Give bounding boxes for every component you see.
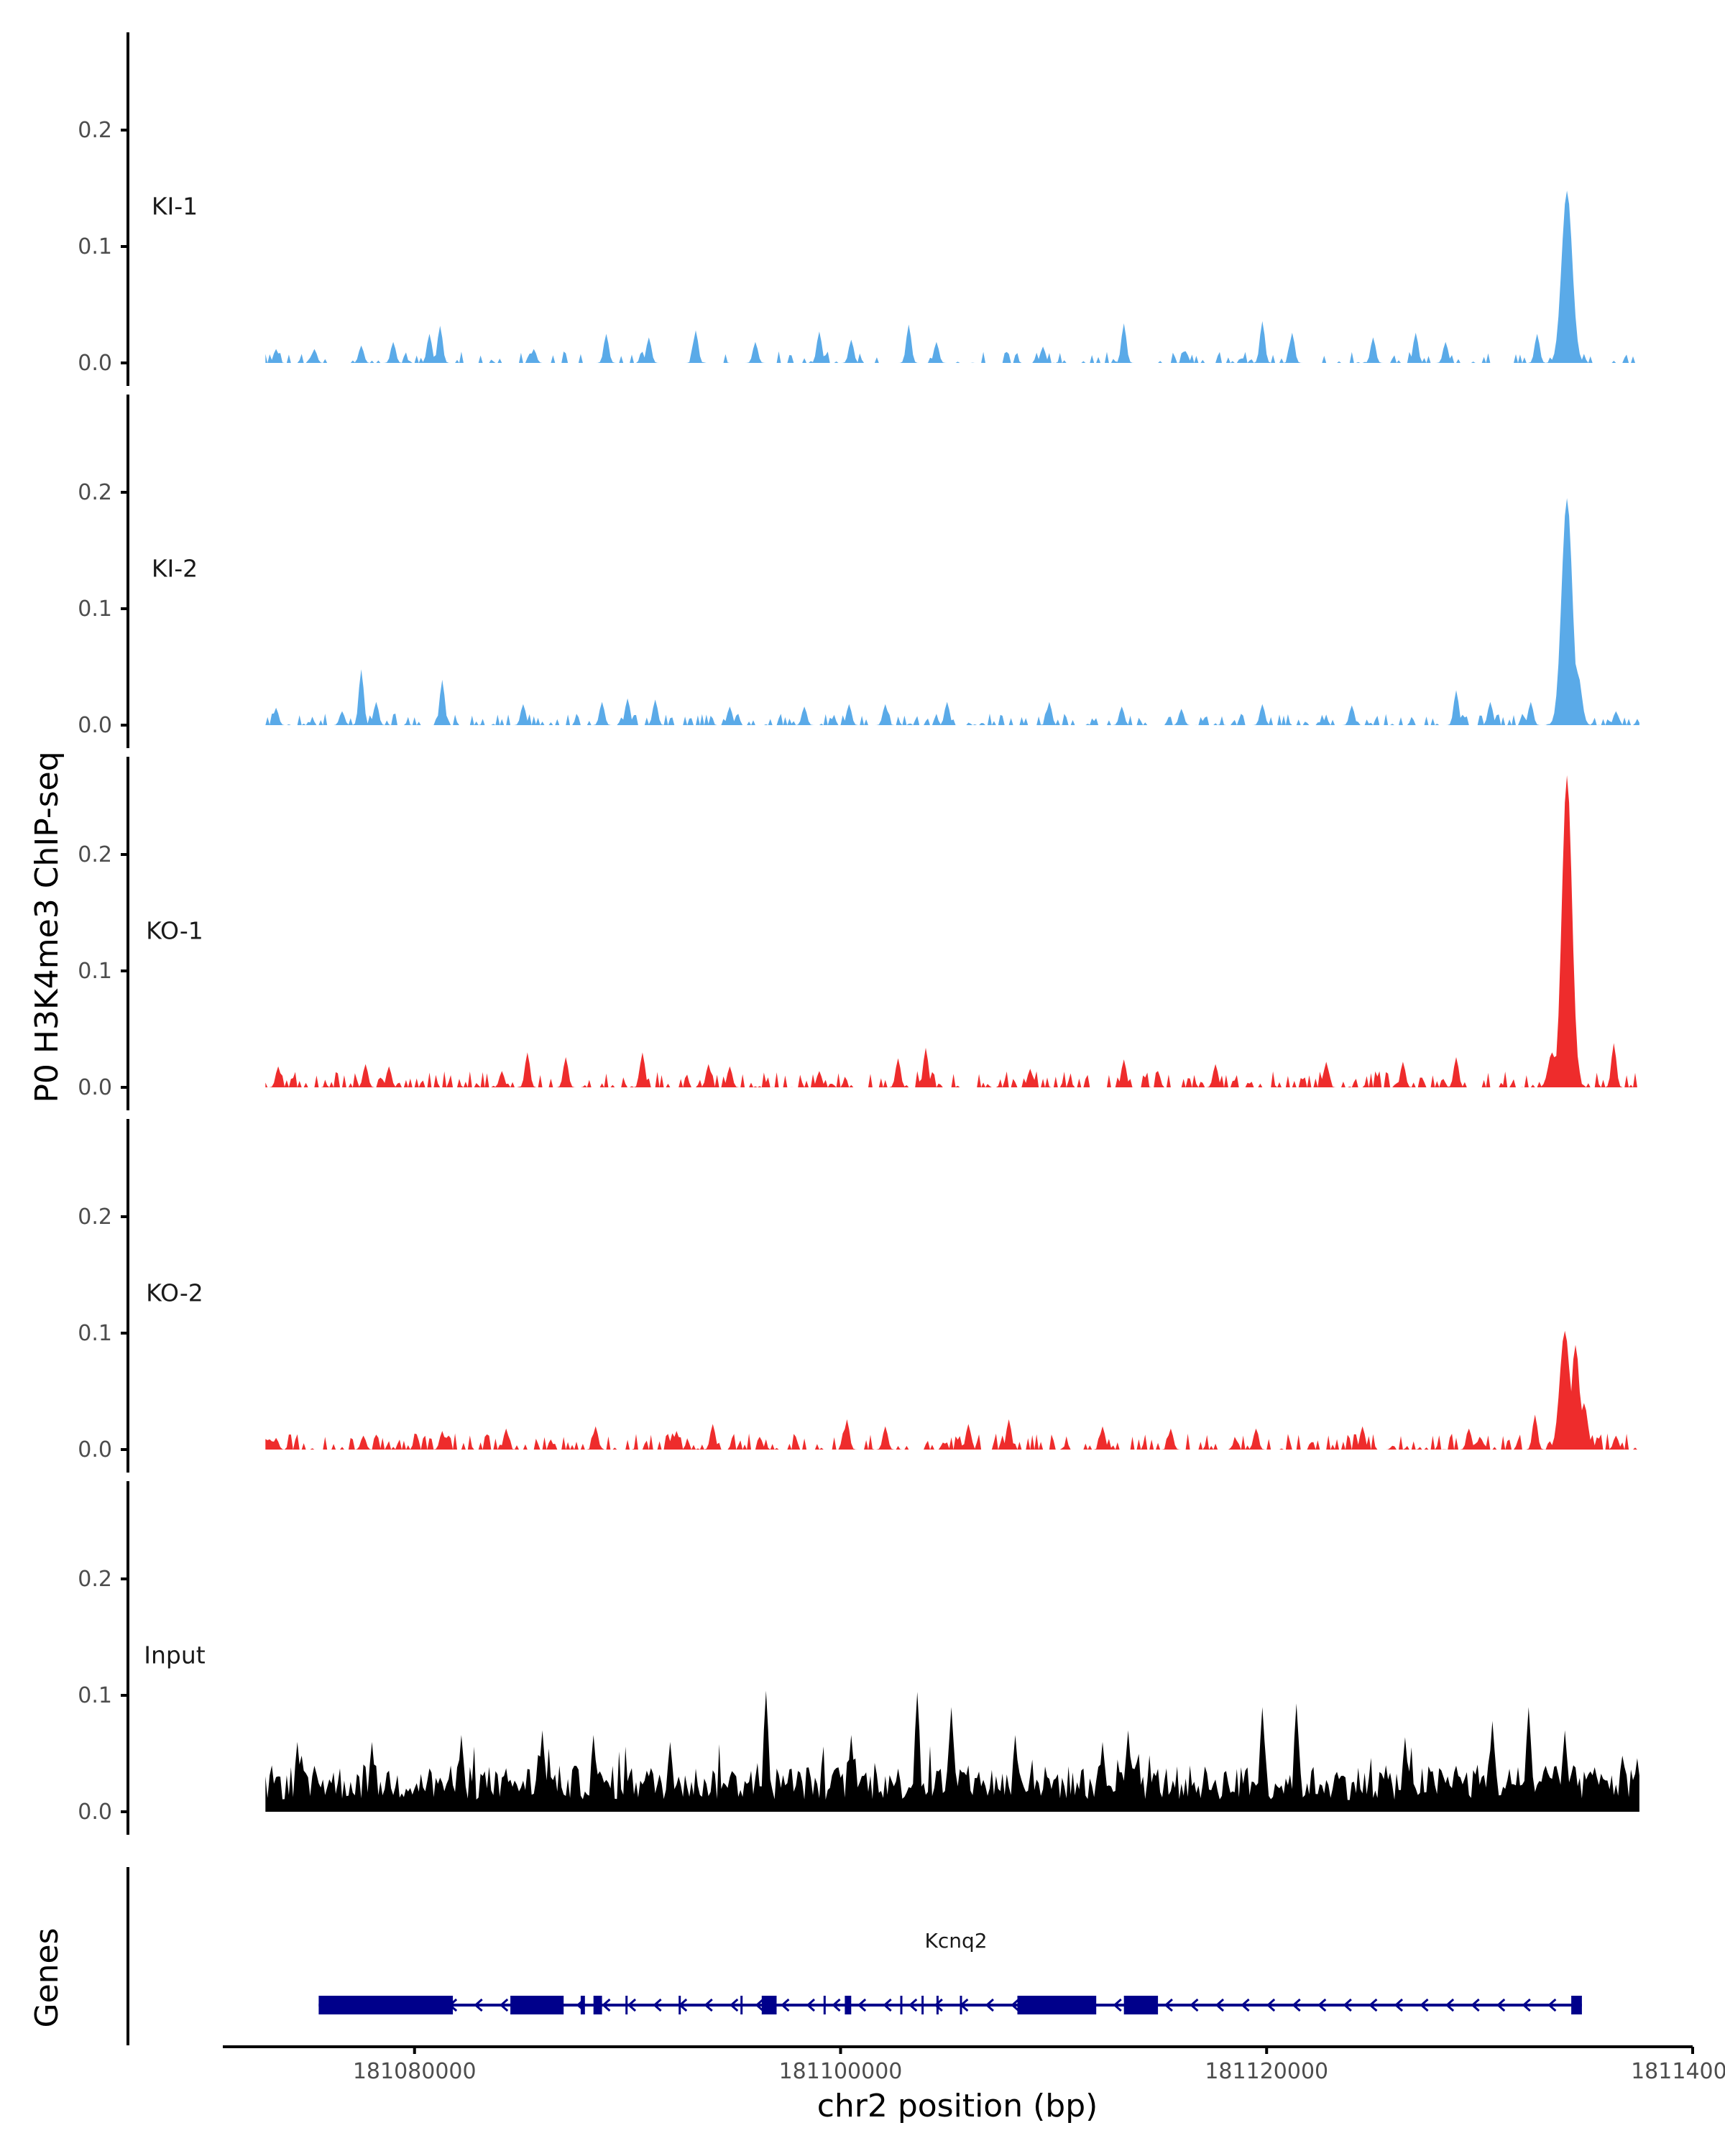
gene-strand-chevron (653, 1998, 662, 2012)
gene-strand-chevron (1368, 1998, 1378, 2012)
gene-exon (936, 1996, 939, 2014)
gene-strand-chevron (627, 1998, 637, 2012)
track-label: KO-2 (146, 1279, 203, 1307)
gene-strand-chevron (1190, 1998, 1199, 2012)
gene-exon (318, 1996, 454, 2014)
y-tick-label: 0.2 (78, 1567, 112, 1592)
gene-strand-chevron (806, 1998, 815, 2012)
gene-strand-chevron (985, 1998, 994, 2012)
gene-strand-chevron (1471, 1998, 1480, 2012)
signal-area-ki-2 (265, 498, 1639, 725)
gene-exon (845, 1996, 852, 2014)
gene-exon (761, 1996, 777, 2014)
gene-track: Genes Kcnq2 (29, 1867, 1582, 2045)
signal-area-ko-2 (265, 1330, 1639, 1450)
gene-exon (1571, 1996, 1582, 2014)
y-tick-label: 0.0 (78, 351, 112, 376)
y-axis-title: P0 H3K4me3 ChIP-seq (29, 751, 65, 1102)
gene-exon (580, 1996, 585, 2014)
track-label: KI-2 (152, 554, 198, 582)
signal-tracks: 0.00.10.2KI-10.00.10.2KI-20.00.10.2KO-10… (78, 32, 1639, 1835)
gene-exon (593, 1996, 602, 2014)
gene-strand-chevron (1011, 1998, 1020, 2012)
gene-strand-chevron (1343, 1998, 1352, 2012)
gene-strand-chevron (1317, 1998, 1327, 2012)
gene-exon (900, 1996, 903, 2014)
gene-strand-chevron (1292, 1998, 1301, 2012)
gene-track-title: Genes (29, 1927, 65, 2027)
track-input: 0.0 0.1 0.2 Input (78, 1481, 1639, 1835)
signal-area-ki-1 (265, 190, 1639, 363)
gene-strand-chevron (1164, 1998, 1173, 2012)
gene-strand-chevron (1241, 1998, 1250, 2012)
y-tick-label: 0.2 (78, 842, 112, 867)
track-ki-2: 0.0 0.1 0.2 KI-2 (78, 395, 1639, 748)
y-tick-label: 0.1 (78, 959, 112, 984)
y-tick-label: 0.0 (78, 1800, 112, 1825)
y-tick-label: 0.1 (78, 234, 112, 259)
track-ki-1: 0.0 0.1 0.2 KI-1 (78, 32, 1639, 386)
gene-exon (1017, 1996, 1097, 2014)
x-tick-label: 181080000 (353, 2059, 477, 2084)
track-label: KO-1 (146, 916, 203, 944)
gene-strand-chevron (883, 1998, 892, 2012)
gene-exon (740, 1996, 743, 2014)
gene-strand-chevron (499, 1998, 509, 2012)
gene-strand-chevron (1394, 1998, 1403, 2012)
gene-strand-chevron (1113, 1998, 1122, 2012)
y-tick-label: 0.1 (78, 1683, 112, 1708)
gene-strand-chevron (602, 1998, 611, 2012)
gene-exon (678, 1996, 681, 2014)
signal-area-input (265, 1690, 1639, 1812)
y-tick-label: 0.0 (78, 1075, 112, 1100)
y-tick-label: 0.0 (78, 713, 112, 738)
gene-strand-chevron (755, 1998, 764, 2012)
gene-exon (921, 1996, 924, 2014)
x-axis: chr2 position (bp) 181080000 181100000 181… (223, 2045, 1725, 2124)
y-tick-label: 0.2 (78, 480, 112, 505)
y-tick-label: 0.2 (78, 118, 112, 143)
gene-exon (960, 1996, 962, 2014)
track-ko-1: 0.0 0.1 0.2 KO-1 (78, 757, 1639, 1110)
track-label: Input (144, 1641, 206, 1669)
gene-strand-chevron (1496, 1998, 1506, 2012)
y-tick-label: 0.0 (78, 1437, 112, 1462)
y-tick-label: 0.2 (78, 1204, 112, 1230)
gene-strand-chevron (1266, 1998, 1276, 2012)
gene-strand-chevron (781, 1998, 790, 2012)
gene-name-label: Kcnq2 (924, 1929, 987, 1953)
gene-strand-chevron (1547, 1998, 1557, 2012)
gene-strand-chevron (908, 1998, 918, 2012)
y-tick-label: 0.1 (78, 1321, 112, 1346)
gene-strand-chevron (857, 1998, 867, 2012)
gene-strand-chevron (934, 1998, 943, 2012)
track-ko-2: 0.0 0.1 0.2 KO-2 (78, 1119, 1639, 1473)
gene-exon (625, 1996, 628, 2014)
y-tick-label: 0.1 (78, 596, 112, 622)
x-tick-label: 181140000 (1631, 2059, 1725, 2084)
gene-strand-chevron (1522, 1998, 1531, 2012)
gene-strand-chevron (730, 1998, 739, 2012)
gene-strand-chevron (704, 1998, 713, 2012)
gene-strand-chevron (1420, 1998, 1429, 2012)
gene-exon (510, 1996, 564, 2014)
gene-exon (823, 1996, 826, 2014)
x-tick-label: 181100000 (779, 2059, 903, 2084)
gene-strand-chevron (832, 1998, 841, 2012)
track-label: KI-1 (152, 192, 198, 220)
gene-strand-chevron (474, 1998, 483, 2012)
x-tick-label: 181120000 (1205, 2059, 1328, 2084)
signal-area-ko-1 (265, 775, 1639, 1087)
gene-exon (1123, 1996, 1159, 2014)
gene-strand-chevron (1215, 1998, 1225, 2012)
gene-strand-chevron (1445, 1998, 1455, 2012)
x-axis-title: chr2 position (bp) (817, 2088, 1098, 2124)
